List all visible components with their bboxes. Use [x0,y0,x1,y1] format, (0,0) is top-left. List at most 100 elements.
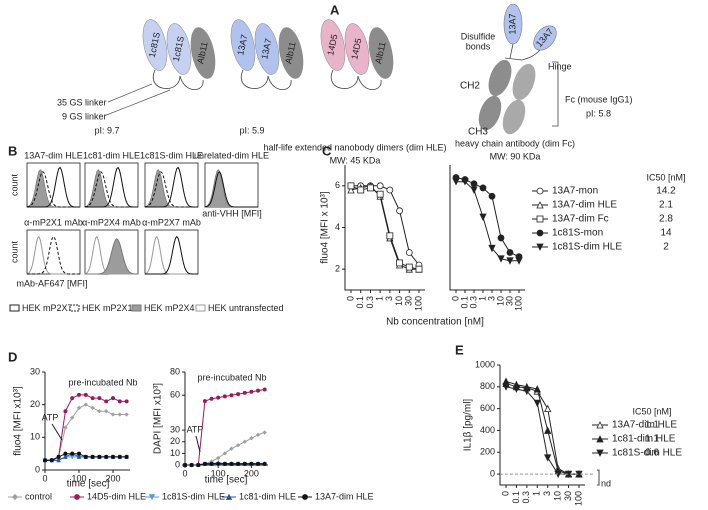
axis [184,372,268,466]
marker [222,394,227,399]
domain [320,19,346,71]
annotation: nd [601,478,611,488]
marker [222,451,228,456]
legend-label: control [25,491,52,501]
legend-swatch [69,304,80,312]
marker [229,393,234,398]
marker [117,454,122,459]
x-tick-label: 0.3 [468,296,478,309]
y-tick-label: 0 [35,464,40,474]
hinge-line [509,43,541,61]
marker [236,461,241,466]
linker-label: 9 GS linker [62,111,107,121]
y-axis-label: IL1β [pg/ml] [463,399,474,452]
marker [63,409,68,414]
legend-label: HEK untransfected [208,303,284,313]
domain-label: Alb11 [373,41,387,65]
legend-label: 13A7-dim HLE [315,491,374,501]
marker [83,402,88,407]
series-line [456,181,519,262]
marker [533,399,541,408]
legend-swatch [131,304,142,312]
marker [56,457,61,463]
legend-label: HEK mP2X7 [22,303,73,313]
annotation: pre-incubated Nb [197,372,266,382]
marker [124,454,129,459]
marker [76,405,82,411]
pointer [107,83,153,103]
axis [449,165,525,291]
marker [70,451,75,456]
x-tick-label: 30 [404,296,414,306]
histogram [27,166,81,208]
x-tick-label: 100 [573,491,583,506]
x-tick-label: 1 [532,491,542,496]
marker [256,388,261,393]
panel-label: C [322,143,332,158]
histogram [144,169,198,208]
plot-title: 13A7-dim HLE [24,150,83,160]
legend-value: 14.2 [656,186,676,197]
histogram [26,235,80,275]
pi-label: pI: 5.9 [239,125,264,135]
marker [488,192,496,200]
legend-label: 1c81S-dim HLE [612,448,682,459]
y-tick-label: 80 [170,366,180,376]
marker [236,392,241,397]
y-axis-label: count [9,240,19,263]
marker [512,385,521,393]
marker [262,387,267,392]
x-axis-label: time [sec] [205,475,248,486]
caption: half-life extended nanobody dimers (dim … [263,142,446,152]
histogram [204,171,258,208]
y-tick-label: 2 [335,264,340,274]
marker [405,263,413,271]
legend-swatch [9,304,20,312]
annotation: bonds [466,41,491,51]
domain-label: 14D5 [325,33,339,56]
marker [479,184,487,192]
marker [229,461,234,466]
x-tick-label: 10 [553,491,563,501]
pi-label: pI: 5.8 [586,108,611,118]
marker [117,399,122,404]
x-tick-label: 3 [486,296,496,301]
series-line [185,431,265,466]
x-tick-label: 1 [477,296,487,301]
x-axis-label: time [sec] [67,479,110,490]
x-tick-label: 0 [345,296,355,301]
marker [104,454,109,459]
x-tick-label: 200 [244,468,259,478]
marker [209,461,214,466]
legend-value: 1.1 [645,420,659,431]
marker [536,187,544,195]
marker [97,454,102,459]
marker [242,390,247,395]
marker [69,454,75,460]
y-tick-label: 1000 [475,359,495,369]
marker [74,494,80,500]
y-tick-label: 6 [335,180,340,190]
marker [111,454,116,459]
y-axis-label: fluo4 [MFI x 10³] [320,191,331,263]
marker [415,265,423,273]
histogram [27,235,80,275]
y-axis-label: fluo4 [MFI x10³] [13,386,24,456]
marker [90,454,95,459]
legend-title: IC50 [nM] [632,406,671,416]
marker [76,454,82,459]
marker [536,215,544,223]
histogram [145,166,199,208]
histogram [85,238,139,275]
arrow [195,435,201,453]
x-axis-label: mAb-AF647 [MFI] [16,278,87,288]
marker [189,462,194,467]
marker [367,184,374,192]
marker [43,458,48,463]
fc-antibody [478,3,559,135]
x-tick-label: 1 [375,296,385,301]
arrow [51,423,63,441]
histogram [84,169,138,208]
caption: MW: 45 KDa [330,155,381,165]
marker [202,399,207,404]
